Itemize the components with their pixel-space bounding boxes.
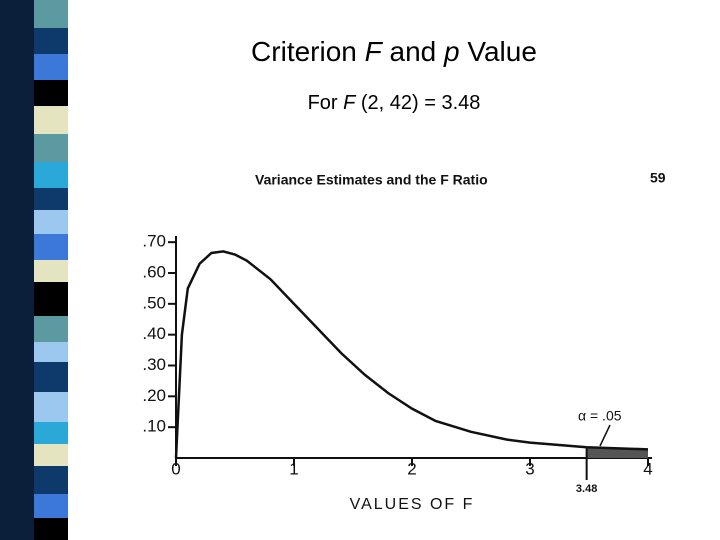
x-tick-label: 1 — [289, 459, 298, 478]
page-number: 59 — [650, 170, 666, 186]
subtitle-text: (2, 42) = 3.48 — [355, 92, 481, 114]
x-tick-label: 0 — [171, 459, 180, 478]
y-tick-label: .30 — [142, 355, 166, 374]
title-text: Criterion — [251, 36, 365, 67]
title-text: Value — [459, 36, 537, 67]
x-tick-label: 3 — [525, 459, 534, 478]
y-tick-label: .60 — [142, 262, 166, 281]
slide-subtitle: For F (2, 42) = 3.48 — [68, 92, 720, 115]
alpha-pointer — [599, 424, 611, 447]
density-curve — [174, 250, 649, 459]
title-text: and — [381, 36, 445, 67]
decor-stripe — [0, 0, 68, 540]
critical-value-label: 3.48 — [576, 483, 597, 495]
y-tick-label: .10 — [142, 417, 166, 436]
x-tick-label: 2 — [407, 459, 416, 478]
y-tick-label: .40 — [142, 324, 166, 343]
alpha-label: α = .05 — [578, 408, 622, 424]
chart-title: Variance Estimates and the F Ratio — [255, 172, 488, 188]
title-text: p — [444, 36, 460, 67]
slide-title: Criterion F and p Value — [68, 36, 720, 68]
y-tick-label: .70 — [142, 232, 166, 251]
subtitle-text: For — [307, 92, 344, 114]
title-text: F — [364, 36, 382, 67]
y-tick-label: .50 — [142, 293, 166, 312]
subtitle-text: F — [343, 92, 356, 114]
y-tick-label: .20 — [142, 386, 166, 405]
x-axis-label: VALUES OF F — [350, 496, 475, 513]
x-tick-label: 4 — [643, 459, 652, 478]
